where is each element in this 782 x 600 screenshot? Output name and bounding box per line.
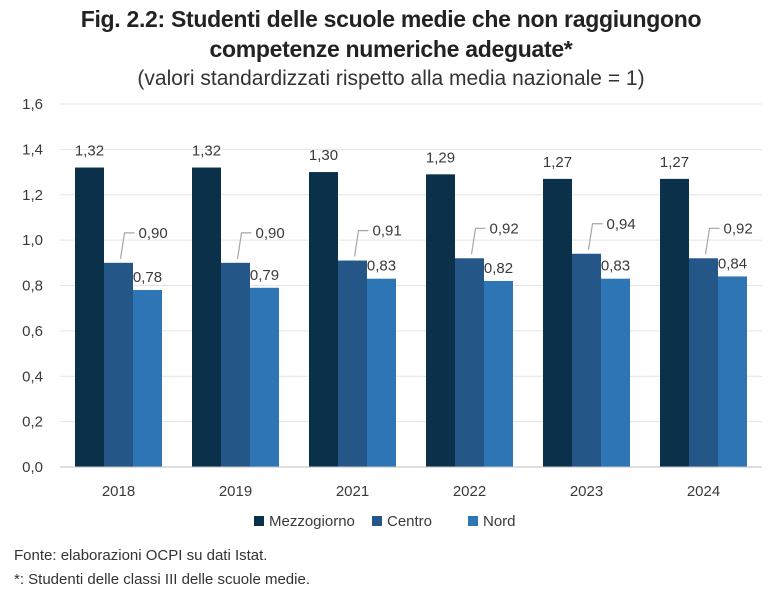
bar-nord-2019 <box>250 287 279 467</box>
chart-title-line-1: Fig. 2.2: Studenti delle scuole medie ch… <box>80 6 702 32</box>
data-label: 1,29 <box>426 149 455 166</box>
callout-leader-line <box>470 227 486 255</box>
legend-swatch-nord <box>468 516 478 526</box>
data-label: 0,84 <box>718 255 747 272</box>
footnote: *: Studenti delle classi III delle scuol… <box>14 571 310 588</box>
bar-chart: 0,0 0,2 0,4 0,6 0,8 1,0 1,2 1,4 1,6 1,32 0,78 0,90 2… <box>22 96 762 530</box>
data-label: 0,83 <box>367 258 396 275</box>
y-tick-label: 1,6 <box>22 96 43 113</box>
bar-centro-2021 <box>338 260 367 467</box>
data-label: 0,92 <box>490 220 519 237</box>
x-tick-label: 2019 <box>219 483 252 500</box>
data-label: 1,30 <box>309 147 338 164</box>
chart-title-line-2: competenze numeriche adeguate* <box>209 36 573 62</box>
bar-centro-2023 <box>572 253 601 467</box>
chart-subtitle: (valori standardizzati rispetto alla med… <box>137 67 645 90</box>
legend-swatch-mezzogiorno <box>254 516 264 526</box>
x-tick-label: 2024 <box>687 483 720 500</box>
bar-nord-2024 <box>718 276 747 467</box>
data-label: 1,32 <box>192 143 221 160</box>
y-tick-label: 0,6 <box>22 323 43 340</box>
bar-mezzogiorno-2022 <box>426 174 455 468</box>
bar-nord-2021 <box>367 278 396 467</box>
y-tick-label: 1,0 <box>22 232 43 249</box>
callout-leader-line <box>236 232 252 259</box>
y-tick-label: 0,8 <box>22 278 43 295</box>
bar-mezzogiorno-2023 <box>543 178 572 467</box>
bar-nord-2018 <box>133 290 162 467</box>
legend-label: Nord <box>483 513 516 530</box>
data-label: 1,27 <box>660 154 689 171</box>
legend-swatch-centro <box>372 516 382 526</box>
bar-mezzogiorno-2018 <box>75 167 104 467</box>
source-note: Fonte: elaborazioni OCPI su dati Istat. <box>14 547 268 564</box>
callout-leader-line <box>704 227 720 255</box>
data-label: 0,82 <box>484 260 513 277</box>
bar-nord-2022 <box>484 280 513 467</box>
data-label: 1,32 <box>75 143 104 160</box>
x-tick-label: 2022 <box>453 483 486 500</box>
x-tick-label: 2018 <box>102 483 135 500</box>
bar-nord-2023 <box>601 278 630 467</box>
data-label: 0,90 <box>139 225 168 242</box>
legend-label: Mezzogiorno <box>269 513 355 530</box>
legend-label: Centro <box>387 513 432 530</box>
data-label: 0,94 <box>607 216 636 233</box>
bar-centro-2024 <box>689 258 718 467</box>
data-label: 0,83 <box>601 258 630 275</box>
y-tick-label: 1,2 <box>22 187 43 204</box>
data-label: 0,90 <box>256 225 285 242</box>
callout-leader-line <box>587 223 603 250</box>
y-tick-label: 0,0 <box>22 459 43 476</box>
bar-centro-2019 <box>221 262 250 467</box>
x-tick-label: 2023 <box>570 483 603 500</box>
callout-leader-line <box>119 232 135 259</box>
data-label: 0,92 <box>724 220 753 237</box>
bar-centro-2022 <box>455 258 484 467</box>
data-label: 1,27 <box>543 154 572 171</box>
y-tick-label: 0,2 <box>22 414 43 431</box>
callout-leader-line <box>353 229 369 257</box>
bar-mezzogiorno-2019 <box>192 167 221 467</box>
data-label: 0,91 <box>373 223 402 240</box>
data-label: 0,78 <box>133 269 162 286</box>
bar-centro-2018 <box>104 262 133 467</box>
bar-mezzogiorno-2021 <box>309 172 338 467</box>
bar-mezzogiorno-2024 <box>660 178 689 467</box>
y-tick-label: 0,4 <box>22 368 43 385</box>
data-label: 0,79 <box>250 267 279 284</box>
y-tick-label: 1,4 <box>22 141 43 158</box>
x-tick-label: 2021 <box>336 483 369 500</box>
